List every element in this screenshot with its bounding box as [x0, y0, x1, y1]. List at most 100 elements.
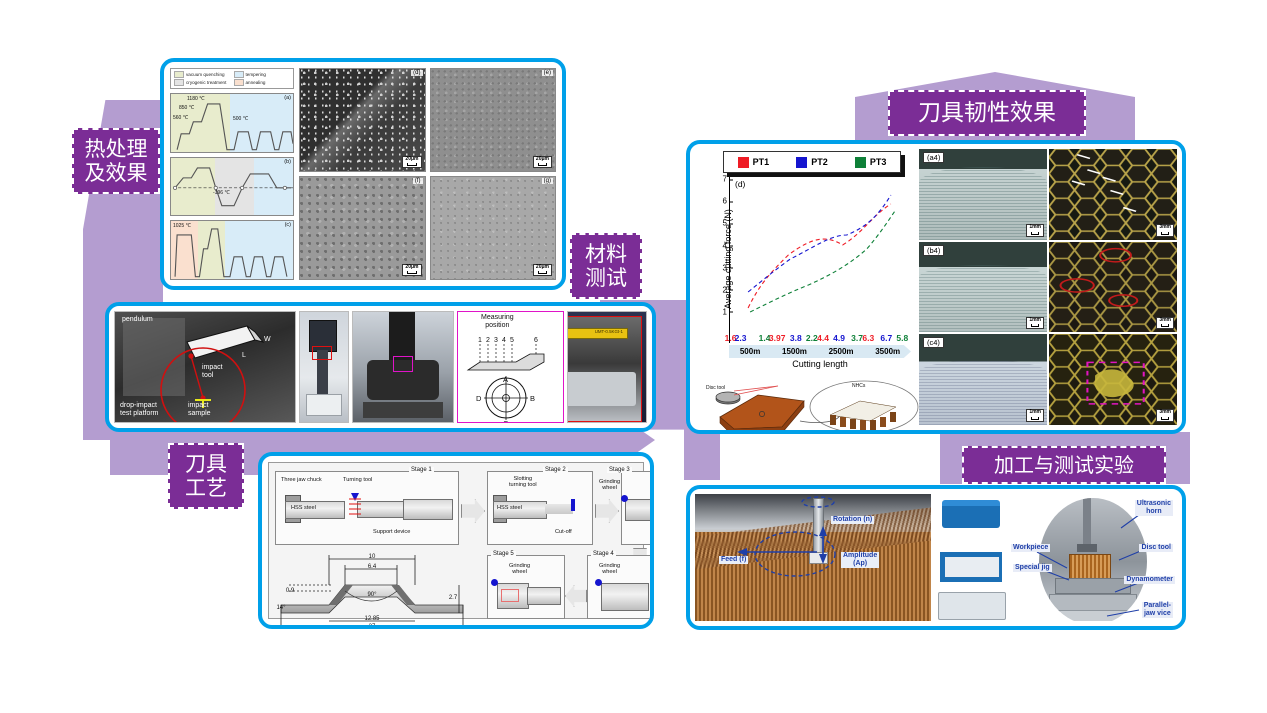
value-pt2-500m: 2.3 — [734, 333, 747, 343]
legend-pt1: PT1 — [737, 156, 769, 168]
svg-text:D: D — [476, 394, 482, 403]
badge-machining-experiment: 加工与测试实验 — [962, 446, 1166, 484]
stage-1-label: Stage 1 — [409, 467, 434, 473]
label-measuring-position: Measuring position — [480, 314, 515, 331]
svg-text:0.9: 0.9 — [286, 588, 295, 594]
label-amplitude: Amplitude (Ap) — [841, 552, 880, 569]
heat-curves-column: vacuum quenching tempering cryogenic tre… — [170, 68, 294, 281]
ytick-4: 4 — [723, 241, 734, 250]
tag-a4: (a4) — [923, 152, 945, 163]
label-special-jig: Special jig — [1013, 564, 1052, 573]
setup-photo-annotated: Ultrasonic horn Disc tool Dynamometer Pa… — [1011, 494, 1177, 621]
stage-4-label: Stage 4 — [591, 551, 616, 557]
value-pt1-3500m: 6.3 — [862, 333, 875, 343]
svg-text:14°: 14° — [276, 605, 286, 611]
value-pt3-2500m: 3.7 — [851, 333, 863, 343]
label-slotting-turning-tool: Slotting turning tool — [509, 476, 537, 488]
workpiece-4 — [601, 583, 649, 611]
disc-tool-inset: Disc tool NHCs — [700, 377, 922, 430]
chart-legend: PT1 PT2 PT3 — [723, 151, 901, 173]
stage-5-label: Stage 5 — [491, 551, 516, 557]
label-machine-tag: UMT-0.5KGt-1 — [594, 329, 623, 334]
drop-impact-photo: pendulum drop-impact test platform impac… — [114, 311, 296, 423]
chart-xlabel: Cutting length — [792, 359, 848, 369]
temp-1180: 1180 ℃ — [187, 96, 205, 102]
panel-machining-experiment: Rotation (n) Amplitude (Ap) Feed (f) — [686, 485, 1186, 630]
scalebar-f: 20μm — [402, 263, 422, 276]
svg-text:C: C — [503, 419, 509, 423]
label-impact-tool: impact tool — [202, 364, 223, 380]
ytick-3: 3 — [723, 263, 734, 272]
label-drop-impact-platform: drop-impact test platform — [120, 401, 159, 417]
value-pt3-500m: 1.4 — [758, 333, 771, 343]
ytick-6: 6 — [723, 197, 734, 206]
label-pendulum: pendulum — [122, 316, 153, 323]
badge-tool-process: 刀具 工艺 — [168, 443, 244, 509]
svg-text:6.4: 6.4 — [368, 564, 377, 570]
scalebar-g: 20μm — [532, 263, 552, 276]
legend-pt2: PT2 — [796, 156, 828, 168]
micrograph-e-tag: (e) — [541, 70, 553, 76]
honeycomb-c4: 3mm — [1049, 334, 1177, 425]
heat-curve-c-tag: (c) — [284, 222, 291, 229]
honeycomb-grid: (a4) 1mm 3mm — [919, 149, 1177, 425]
heat-curve-a: (a) 1180 ℃ 850 ℃ 560 ℃ 500 ℃ — [170, 93, 294, 153]
label-ultrasonic-horn: Ultrasonic horn — [1134, 500, 1173, 517]
heat-legend: vacuum quenching tempering cryogenic tre… — [170, 68, 294, 89]
svg-text:3: 3 — [494, 337, 498, 344]
micrograph-f: (f) 20μm — [299, 176, 426, 280]
label-parallel-jaw-vice: Parallel- jaw vice — [1141, 602, 1173, 619]
label-disc-tool: Disc tool — [1139, 544, 1173, 553]
micrograph-grid: (d) 20μm (e) 20μm (f) 20μm (g) 20μm — [299, 68, 556, 280]
scalebar-a4-right: 3mm — [1156, 224, 1174, 237]
label-rotation: Rotation (n) — [831, 516, 875, 525]
cutting-force-chart: PT1 PT2 PT3 (d) Average cutting force (N… — [695, 149, 919, 430]
cross-section-a4: (a4) 1mm — [919, 149, 1047, 240]
micrograph-d-tag: (d) — [411, 70, 423, 76]
process-diagram: Stage 1 Three jaw chuck Turning tool Sup… — [268, 462, 650, 625]
value-pt1-2500m: 4.4 — [817, 333, 829, 343]
tag-c4: (c4) — [923, 337, 944, 349]
scalebar-e: 20μm — [532, 155, 552, 168]
tag-b4: (b4) — [923, 244, 945, 256]
label-l: L — [242, 352, 246, 359]
label-w: W — [264, 336, 271, 343]
xtick-2500m: 2500m — [828, 347, 854, 356]
chart-panel-tag: (d) — [735, 179, 746, 189]
temp-500: 500 ℃ — [233, 116, 249, 122]
svg-text:B: B — [530, 394, 535, 403]
hardness-tester-photo — [299, 311, 349, 423]
indentation-closeup-photo — [352, 311, 454, 423]
value-pt2-1500m: 3.8 — [789, 333, 802, 343]
label-cut-off: Cut-off — [555, 529, 572, 535]
micrograph-g: (g) 20μm — [429, 176, 556, 280]
legend-swatch-pt2 — [796, 156, 808, 168]
svg-text:2.7: 2.7 — [449, 595, 458, 601]
label-three-jaw-chuck: Three jaw chuck — [281, 477, 322, 483]
svg-text:10: 10 — [369, 554, 376, 560]
honeycomb-a4: 3mm — [1049, 149, 1177, 240]
panel-material-testing: pendulum drop-impact test platform impac… — [105, 302, 656, 432]
label-workpiece: Workpiece — [1011, 544, 1051, 553]
label-hss-steel-2: HSS steel — [497, 505, 522, 511]
flow-arrow-2 — [595, 499, 619, 523]
honeycomb-b4: 3mm — [1049, 241, 1177, 333]
honeycomb-machining-photo: Rotation (n) Amplitude (Ap) Feed (f) — [695, 494, 931, 621]
badge-process-line2: 工艺 — [185, 476, 227, 500]
hss-blank-1 — [285, 501, 345, 519]
tribometer-photo: UMT-0.5KGt-1 — [567, 311, 647, 423]
chart-xaxis-band: 500m 1500m 2500m 3500m — [729, 345, 911, 358]
panel-tool-toughness: PT1 PT2 PT3 (d) Average cutting force (N… — [686, 140, 1186, 434]
temp-850: 850 ℃ — [179, 105, 195, 111]
svg-text:27: 27 — [369, 624, 376, 629]
temp-560: 560 ℃ — [173, 115, 189, 121]
svg-text:4: 4 — [502, 337, 506, 344]
svg-text:NHCs: NHCs — [852, 383, 866, 389]
badge-experiment-text: 加工与测试实验 — [994, 452, 1134, 477]
badge-material-line1: 材料 — [585, 241, 627, 266]
legend-swatch-pt1 — [737, 156, 749, 168]
badge-heat-line1: 热处理 — [84, 136, 148, 161]
scalebar-c4-right: 3mm — [1156, 409, 1174, 422]
heat-curve-a-tag: (a) — [284, 95, 291, 101]
